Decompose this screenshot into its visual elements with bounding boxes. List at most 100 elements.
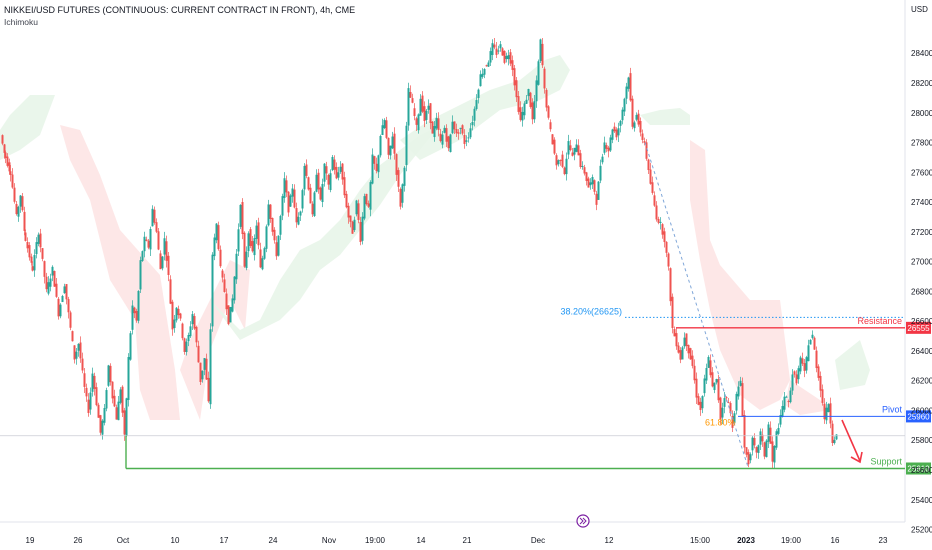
candle-body bbox=[209, 329, 212, 405]
candle bbox=[61, 294, 64, 303]
candle-body bbox=[283, 178, 286, 198]
candle bbox=[85, 383, 88, 402]
candle-body bbox=[663, 231, 666, 243]
candle-body bbox=[145, 239, 148, 241]
candle-body bbox=[485, 65, 488, 67]
candle-body bbox=[315, 174, 318, 192]
candle bbox=[787, 399, 790, 408]
candle-body bbox=[571, 152, 574, 156]
candle-body bbox=[607, 147, 610, 152]
candle bbox=[593, 179, 596, 195]
candle bbox=[67, 296, 70, 319]
candle-body bbox=[477, 89, 480, 98]
candle bbox=[411, 93, 414, 104]
candle-body bbox=[673, 329, 676, 337]
candle-body bbox=[59, 304, 62, 317]
candle-body bbox=[677, 345, 680, 353]
candle-body bbox=[157, 231, 160, 250]
candle bbox=[185, 338, 188, 356]
candle bbox=[311, 201, 314, 218]
candle-body bbox=[241, 202, 244, 235]
candle-body bbox=[107, 365, 110, 386]
candle bbox=[513, 65, 516, 91]
cloud-segment-0 bbox=[0, 95, 55, 160]
candle bbox=[635, 112, 638, 122]
candle-body bbox=[567, 141, 570, 155]
candle bbox=[621, 107, 624, 125]
candle-body bbox=[643, 141, 646, 143]
candle bbox=[767, 421, 770, 449]
candle bbox=[187, 332, 190, 347]
candle bbox=[347, 202, 350, 224]
candle-body bbox=[601, 156, 604, 163]
candle bbox=[677, 342, 680, 354]
x-tick-label: 2023 bbox=[737, 536, 755, 545]
candle bbox=[125, 397, 128, 437]
candle-body bbox=[411, 98, 414, 103]
candle-body bbox=[651, 182, 654, 193]
candle-body bbox=[143, 236, 146, 252]
candle-body bbox=[791, 374, 794, 391]
candle bbox=[337, 166, 340, 181]
candle-body bbox=[173, 319, 176, 329]
candle-body bbox=[399, 188, 402, 207]
candle-body bbox=[585, 172, 588, 181]
candle bbox=[695, 372, 698, 405]
candle-body bbox=[705, 367, 708, 381]
candle bbox=[771, 436, 774, 469]
pivot-price-text: 25960 bbox=[907, 412, 930, 421]
candle bbox=[251, 235, 254, 253]
time-axis[interactable]: 19 26 Oct 10 17 24 Nov 19:00 14 21 Dec 12 15:00 2023 1… bbox=[26, 536, 888, 545]
candle-body bbox=[45, 276, 48, 290]
candle-body bbox=[619, 121, 622, 126]
jump-to-time-icon[interactable] bbox=[576, 514, 590, 528]
candle bbox=[573, 147, 576, 161]
candle bbox=[555, 153, 558, 170]
candle-body bbox=[599, 165, 602, 181]
candle-body bbox=[549, 122, 552, 130]
candle bbox=[697, 393, 700, 406]
candle bbox=[247, 231, 250, 258]
candle bbox=[637, 109, 640, 127]
candle-body bbox=[471, 121, 474, 126]
candle-body bbox=[439, 133, 442, 142]
cloud-segment-1 bbox=[60, 125, 180, 420]
candle-body bbox=[597, 181, 600, 200]
candle-body bbox=[39, 233, 42, 248]
y-tick-label: 28000 bbox=[911, 109, 932, 118]
candle bbox=[287, 191, 290, 217]
support-price-text: 25610 bbox=[907, 465, 930, 474]
candle-body bbox=[213, 237, 216, 257]
candle-body bbox=[605, 145, 608, 149]
candle-body bbox=[53, 271, 56, 287]
candle bbox=[205, 353, 208, 381]
candle-body bbox=[755, 447, 758, 453]
price-axis[interactable]: USD 28400 28200 28000 27800 27600 27400 27200 27… bbox=[911, 5, 932, 535]
candle-body bbox=[563, 167, 566, 175]
y-tick-label: 26000 bbox=[911, 406, 932, 415]
candle bbox=[777, 423, 780, 436]
candle-body bbox=[129, 333, 132, 360]
candle bbox=[647, 158, 650, 174]
candle-body bbox=[731, 415, 734, 428]
projection-arrow-line bbox=[841, 419, 861, 462]
candle bbox=[567, 134, 570, 160]
candle bbox=[679, 347, 682, 364]
candle bbox=[213, 233, 216, 261]
candle-body bbox=[365, 193, 368, 205]
candle bbox=[523, 101, 526, 120]
candle-body bbox=[215, 223, 218, 241]
candle bbox=[793, 370, 796, 378]
candle bbox=[595, 190, 598, 211]
candle-body bbox=[87, 399, 90, 413]
candle bbox=[711, 367, 714, 388]
candle bbox=[491, 39, 494, 61]
candle bbox=[385, 116, 388, 140]
candle-body bbox=[513, 68, 516, 86]
candle bbox=[743, 410, 746, 454]
candle-body bbox=[715, 379, 718, 383]
candle-body bbox=[317, 172, 320, 190]
candle bbox=[381, 118, 384, 136]
candle bbox=[663, 227, 666, 248]
